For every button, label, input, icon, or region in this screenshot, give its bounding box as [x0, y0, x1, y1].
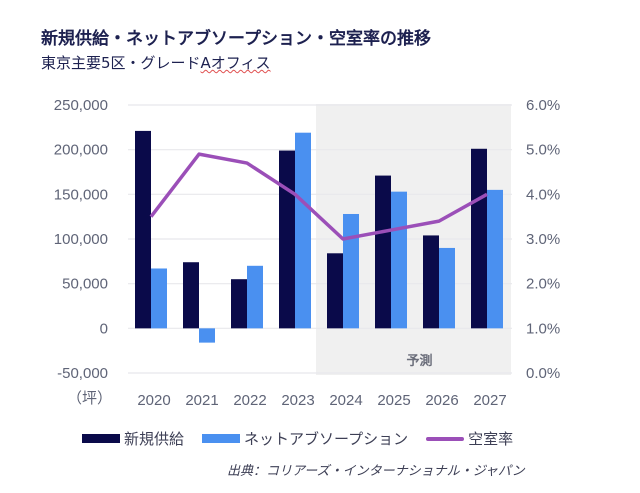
x-tick-label: 2027 [473, 392, 506, 409]
legend-item-net-absorption: ネットアブソープション [202, 428, 408, 449]
x-tick-label: 2024 [329, 392, 362, 409]
chart-title: 新規供給・ネットアブソープション・空室率の推移 [41, 29, 431, 49]
legend-label-new-supply: 新規供給 [124, 430, 185, 448]
y-right-tick-label: 0.0% [526, 365, 560, 382]
y-left-tick-label: 50,000 [62, 276, 108, 293]
chart-subtitle: 東京主要5区・グレードAオフィス [41, 52, 271, 73]
legend-label-vacancy-rate: 空室率 [468, 430, 514, 448]
bar-net-absorption [439, 247, 455, 329]
legend-item-new-supply: 新規供給 [82, 428, 184, 449]
bar-net-absorption [247, 265, 263, 329]
legend-swatch-vacancy-rate [426, 436, 465, 441]
x-tick-label: 2025 [377, 392, 410, 409]
y-right-tick-label: 2.0% [526, 276, 560, 293]
x-tick-label: 2022 [233, 392, 266, 409]
x-tick-label: 2020 [137, 392, 170, 409]
bar-net-absorption [343, 213, 359, 329]
y-left-tick-label: 150,000 [54, 186, 108, 203]
bar-new-supply [183, 262, 199, 329]
bar-new-supply [423, 235, 439, 329]
y-right-tick-label: 5.0% [526, 142, 560, 159]
y-left-tick-label: -50,000 [57, 365, 108, 382]
y-left-tick-label: 250,000 [54, 97, 108, 114]
bar-net-absorption [151, 268, 167, 329]
bar-new-supply [135, 130, 151, 329]
y-right-tick-label: 1.0% [526, 320, 560, 337]
subtitle-main: 東京主要5区・グレード [41, 54, 201, 72]
x-tick-label: 2023 [281, 392, 314, 409]
x-tick-label: 2021 [185, 392, 218, 409]
y-left-tick-label: 200,000 [54, 142, 108, 159]
subtitle-marked: Aオフィス [200, 54, 271, 72]
legend-swatch-new-supply [82, 434, 120, 443]
bar-net-absorption [391, 191, 407, 329]
bar-new-supply [375, 175, 391, 329]
forecast-label: 予測 [406, 353, 432, 369]
legend-item-vacancy-rate: 空室率 [426, 428, 513, 449]
y-left-tick-label: 0 [100, 320, 108, 337]
legend-swatch-net-absorption [202, 434, 241, 443]
bar-new-supply [327, 253, 343, 329]
bar-net-absorption [295, 132, 311, 329]
bar-new-supply [471, 148, 487, 329]
source-note: 出典：コリアーズ・インターナショナル・ジャパン [227, 464, 525, 479]
x-tick-label: 2026 [425, 392, 458, 409]
chart: 予測 250,000 200,000 150,000 100,000 50,000 0 -5… [54, 97, 560, 409]
bar-net-absorption [199, 328, 215, 343]
y-left-tick-label: 100,000 [54, 231, 108, 248]
bar-net-absorption [487, 189, 503, 329]
legend-label-net-absorption: ネットアブソープション [244, 430, 409, 448]
bar-new-supply [279, 150, 295, 329]
y-right-tick-label: 6.0% [526, 97, 560, 114]
legend: 新規供給 ネットアブソープション 空室率 [82, 428, 531, 449]
y-right-tick-label: 4.0% [526, 186, 560, 203]
bar-new-supply [231, 279, 247, 329]
vacancy-rate-line [149, 152, 488, 241]
y-right-tick-label: 3.0% [526, 231, 560, 248]
x-unit-label: （坪） [67, 390, 112, 407]
